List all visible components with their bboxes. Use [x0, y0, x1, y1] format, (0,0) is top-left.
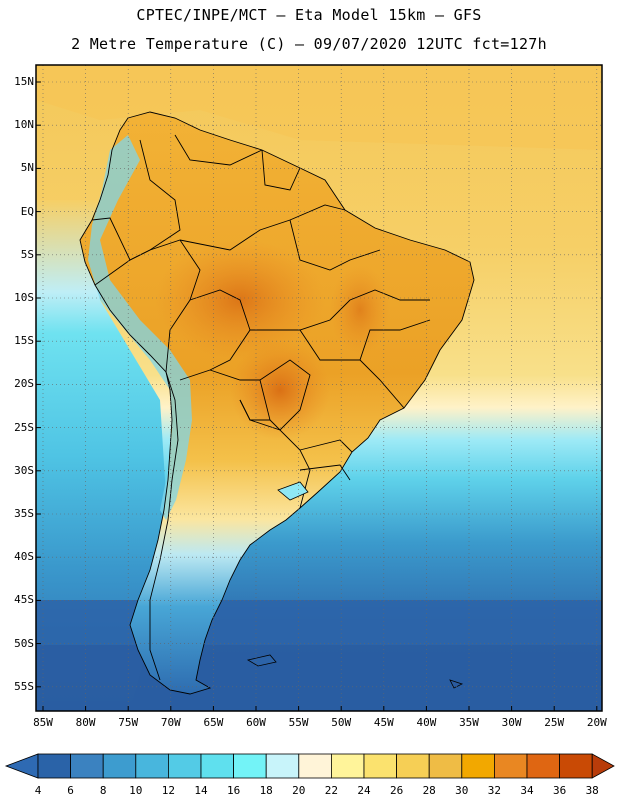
longitude-label: 40W	[416, 716, 437, 729]
colorbar-segment	[461, 753, 495, 779]
colorbar-segment	[298, 753, 332, 779]
longitude-label: 30W	[501, 716, 522, 729]
colorbar-segment	[135, 753, 169, 779]
longitude-label: 70W	[160, 716, 181, 729]
colorbar-label: 20	[292, 784, 306, 797]
latitude-label: 15N	[14, 75, 34, 88]
latitude-label: 20S	[14, 377, 34, 391]
country-borders	[79, 111, 475, 695]
latitude-label: 55S	[14, 679, 34, 693]
colorbar-segment	[70, 753, 104, 779]
longitude-label: 55W	[288, 716, 309, 729]
colorbar-label: 4	[34, 784, 42, 797]
map-title: CPTEC/INPE/MCT – Eta Model 15km – GFS	[136, 6, 482, 24]
latitude-label: 15S	[14, 334, 34, 348]
colorbar-segment	[330, 753, 365, 779]
colorbar-segment	[102, 753, 137, 779]
colorbar-label: 26	[389, 784, 404, 797]
colorbar-label: 32	[487, 784, 502, 797]
colorbar	[4, 753, 615, 779]
colorbar-segment	[363, 753, 397, 779]
colorbar-segment	[493, 753, 528, 779]
colorbar-label: 34	[520, 784, 534, 797]
colorbar-segment	[233, 753, 267, 779]
latitude-label: EQ	[20, 204, 34, 218]
colorbar-label: 6	[67, 784, 74, 797]
colorbar-label: 36	[552, 784, 567, 797]
colorbar-segment	[428, 753, 463, 779]
colorbar-min-arrow	[4, 753, 39, 779]
colorbar-label: 16	[226, 784, 241, 797]
latitude-label: 5S	[20, 247, 34, 261]
latitude-label: 40S	[14, 550, 34, 564]
colorbar-label: 38	[585, 784, 599, 797]
pacific-ocean	[36, 200, 170, 711]
latitude-label: 10S	[14, 291, 34, 304]
latitude-label: 45S	[14, 593, 34, 607]
colorbar-segment	[396, 753, 430, 779]
longitude-label: 80W	[75, 716, 96, 729]
longitude-label: 65W	[203, 716, 224, 729]
colorbar-label: 28	[422, 784, 436, 797]
colorbar-segment	[526, 753, 560, 779]
map-frame	[35, 64, 603, 712]
longitude-label: 45W	[373, 716, 394, 729]
colorbar-max-arrow	[591, 753, 615, 779]
latitude-label: 25S	[14, 420, 34, 434]
colorbar-segment	[167, 753, 202, 779]
latitude-label: 5N	[20, 161, 34, 175]
longitude-label: 75W	[118, 716, 139, 729]
longitude-label: 20W	[586, 716, 607, 729]
colorbar-label: 18	[259, 784, 273, 797]
latitude-label: 35S	[14, 507, 34, 520]
longitude-label: 50W	[331, 716, 352, 729]
colorbar-label: 22	[324, 784, 339, 797]
colorbar-segment	[37, 753, 71, 779]
longitude-label: 35W	[459, 716, 479, 729]
latitude-label: 30S	[14, 463, 34, 477]
map-subtitle: 2 Metre Temperature (C) – 09/07/2020 12U…	[71, 35, 547, 53]
longitude-label: 85W	[33, 716, 53, 729]
longitude-label: 25W	[544, 716, 565, 729]
andes-cool-strip	[88, 135, 192, 520]
latitude-label: 50S	[14, 636, 34, 650]
latitude-label: 10N	[14, 118, 34, 132]
colorbar-label: 10	[129, 784, 143, 797]
colorbar-label: 12	[161, 784, 176, 797]
colorbar-label: 14	[194, 784, 208, 797]
colorbar-segment	[265, 753, 300, 779]
longitude-label: 60W	[246, 716, 266, 729]
colorbar-label: 24	[357, 784, 371, 797]
colorbar-segment	[559, 753, 593, 779]
colorbar-segment	[200, 753, 234, 779]
colorbar-label: 30	[455, 784, 469, 797]
colorbar-label: 8	[99, 784, 107, 797]
